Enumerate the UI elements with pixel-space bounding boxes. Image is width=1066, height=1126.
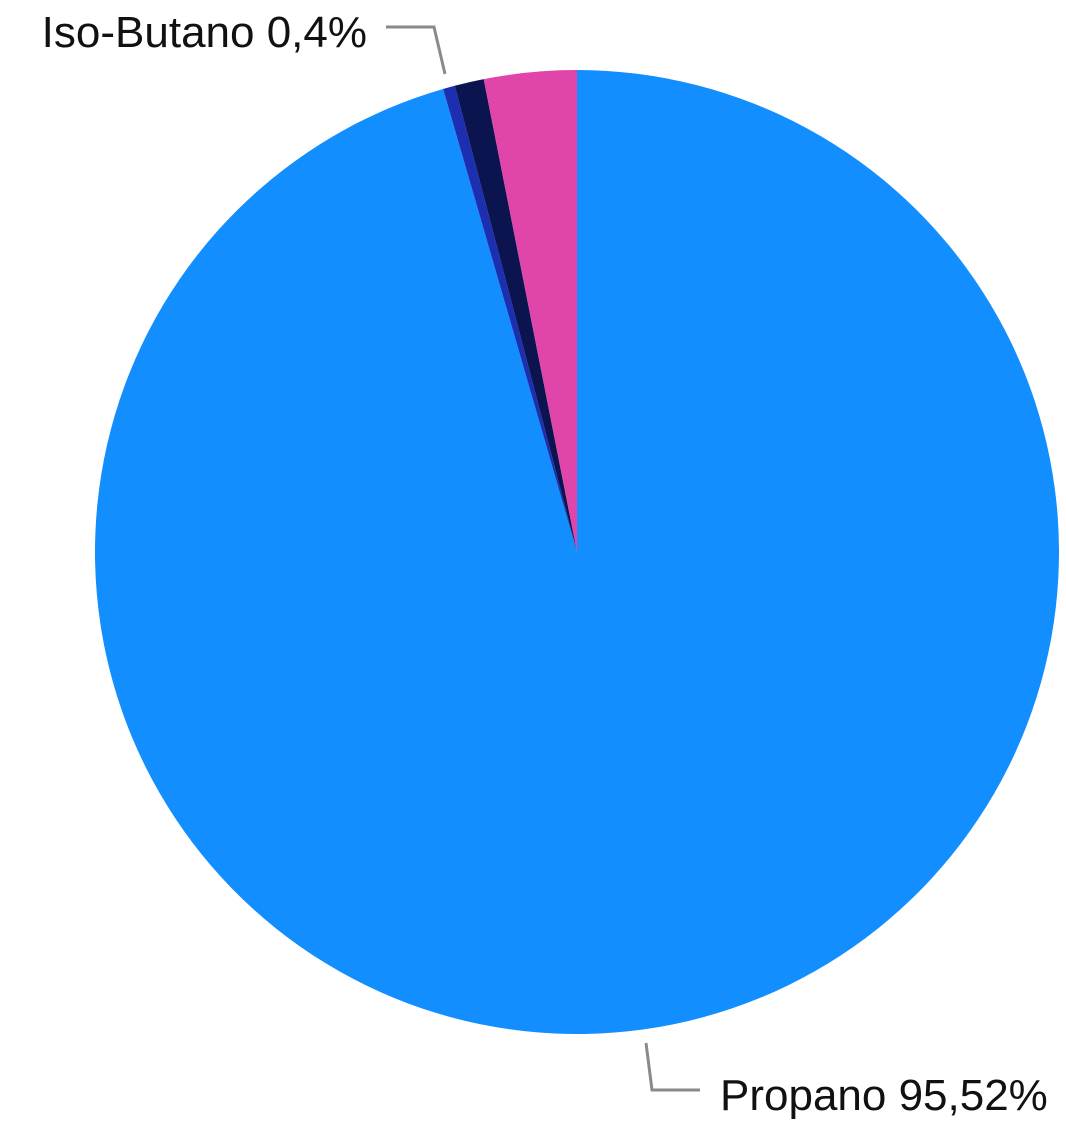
- pie-slices: [95, 70, 1060, 1034]
- pie-slice-iso-butano: [443, 85, 577, 552]
- iso-butano-label: Iso-Butano 0,4%: [42, 8, 367, 57]
- propano-label: Propano 95,52%: [720, 1071, 1048, 1120]
- pie-slice-slice-4: [483, 70, 577, 552]
- propano-leader-line: [644, 1042, 700, 1092]
- pie-slice-slice-3: [454, 79, 577, 552]
- pie-slice-propano: [95, 70, 1060, 1034]
- iso-butano-leader-line: [386, 25, 447, 75]
